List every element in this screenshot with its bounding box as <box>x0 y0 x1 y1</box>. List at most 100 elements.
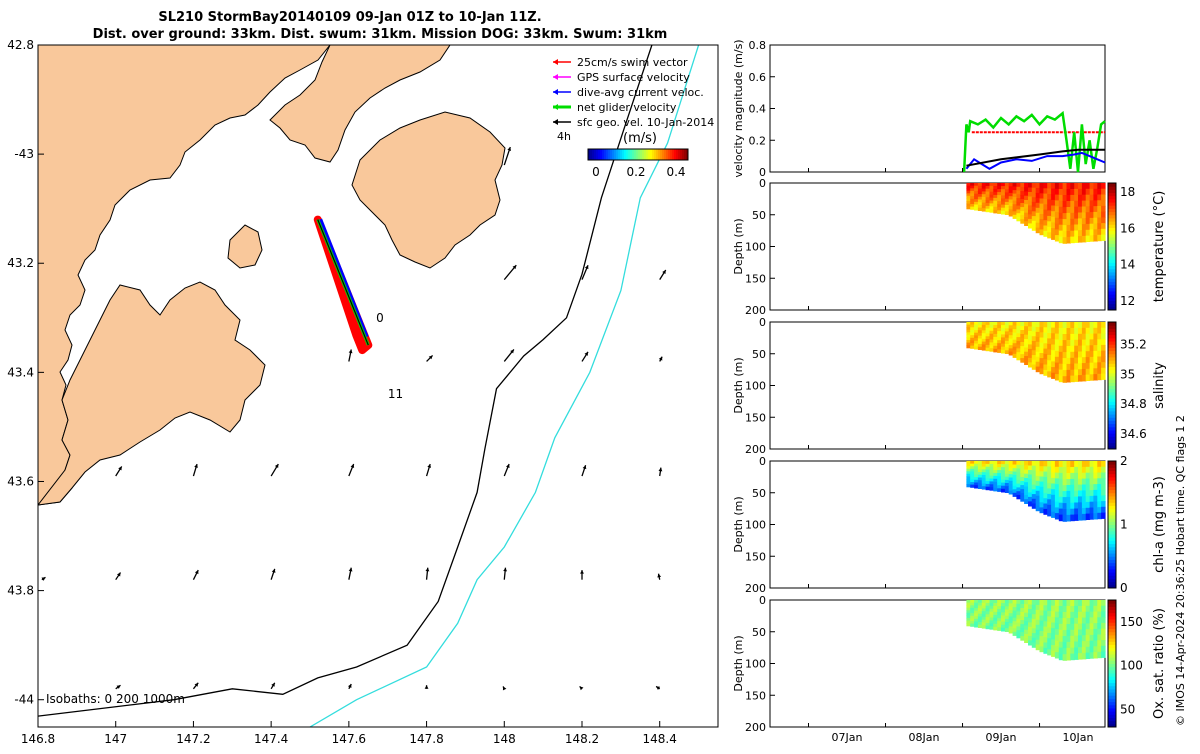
heatmap-cell <box>1058 357 1064 365</box>
depth-tick-label: 100 <box>745 519 766 532</box>
heatmap-cell <box>997 195 1002 199</box>
heatmap-cell <box>981 202 987 206</box>
heatmap-cell <box>1066 467 1071 474</box>
heatmap-cell <box>1039 615 1044 622</box>
heatmap-cell <box>1101 217 1106 224</box>
heatmap-cell <box>1028 326 1033 332</box>
heatmap-cell <box>966 345 971 349</box>
heatmap-cell <box>974 605 979 609</box>
sfc-vector-head <box>274 464 279 469</box>
heatmap-cell <box>1024 499 1029 504</box>
heatmap-cell <box>1012 329 1018 334</box>
heatmap-cell <box>997 603 1002 607</box>
heatmap-cell <box>1047 210 1052 217</box>
heatmap-cell <box>1043 327 1048 334</box>
heatmap-cell <box>1047 226 1052 233</box>
heatmap-cell <box>974 343 979 347</box>
heatmap-cell <box>1101 617 1106 624</box>
heatmap-cell <box>1016 611 1021 616</box>
map-axis-ticks: 146.8 147 147.2 147.4 147.6 147.8 148 148.2 148.… <box>7 38 677 746</box>
heatmap-cell <box>1043 183 1048 189</box>
heatmap-cell <box>966 473 971 477</box>
heatmap-cell <box>1054 501 1060 508</box>
heatmap-cell <box>1078 188 1083 196</box>
heatmap-cell <box>1101 611 1106 618</box>
heatmap-colorbar-cell <box>1108 581 1116 586</box>
heatmap-cell <box>1012 193 1018 198</box>
heatmap-cell <box>1016 464 1021 470</box>
heatmap-cell <box>1101 489 1106 496</box>
heatmap-cell <box>985 330 991 335</box>
heatmap-cell <box>1028 626 1033 632</box>
heatmap-colorbar-cell <box>1108 294 1116 298</box>
sfc-vector-head <box>347 684 352 689</box>
heatmap-cell <box>1101 512 1106 519</box>
heatmap-cell <box>1020 187 1025 192</box>
heatmap-cell <box>970 327 975 331</box>
heatmap-cell <box>997 328 1002 332</box>
heatmap-cell <box>1101 339 1106 346</box>
heatmap-cell <box>1047 643 1052 650</box>
heatmap-cell <box>1066 629 1071 637</box>
heatmap-colorbar-cell <box>1108 341 1116 345</box>
heatmap-cell <box>970 618 975 622</box>
velocity-ylabel: velocity magnitude (m/s) <box>732 39 745 177</box>
heatmap-cell <box>966 610 971 614</box>
colorbar-cell <box>604 149 607 160</box>
heatmap-cell <box>997 482 1002 486</box>
heatmap-cell <box>1012 197 1018 202</box>
heatmap-cell <box>1047 482 1052 489</box>
heatmap-cell <box>1074 363 1079 370</box>
heatmap-cell <box>1035 490 1041 497</box>
heatmap-cell <box>977 600 983 604</box>
heatmap-cell <box>1016 325 1021 331</box>
heatmap-cell <box>1074 327 1079 335</box>
heatmap-cell <box>1085 501 1091 509</box>
heatmap-cell <box>974 479 979 484</box>
heatmap-cell <box>1001 615 1006 620</box>
heatmap-cell <box>1062 648 1068 655</box>
heatmap-cell <box>1074 212 1079 220</box>
heatmap-cell <box>1001 346 1006 351</box>
heatmap-cell <box>1004 211 1010 215</box>
heatmap-colorbar-cell <box>1108 521 1116 525</box>
heatmap-colorbar-cell <box>1108 711 1116 715</box>
heatmap-cell <box>1078 218 1083 225</box>
heatmap-cell <box>1043 487 1048 494</box>
heatmap-cell <box>974 482 979 486</box>
heatmap-cell <box>1031 503 1037 509</box>
heatmap-cell <box>989 623 994 627</box>
heatmap-cell <box>1051 466 1056 473</box>
heatmap-cell <box>1039 502 1044 509</box>
heatmap-cell <box>1089 333 1095 340</box>
heatmap-cell <box>997 204 1002 208</box>
sfc-vector-head <box>507 147 511 151</box>
heatmap-cell <box>1031 187 1037 193</box>
heatmap-cell <box>966 322 971 326</box>
heatmap-cell <box>1024 204 1029 209</box>
heatmap-cell <box>1054 605 1060 613</box>
heatmap-cell <box>1058 635 1064 643</box>
heatmap-cell <box>1031 216 1037 222</box>
heatmap-cell <box>1028 635 1033 641</box>
heatmap-cell <box>1020 334 1025 339</box>
heatmap-cell <box>985 617 991 621</box>
heatmap-cell <box>1008 189 1014 194</box>
heatmap-cell <box>1062 207 1068 214</box>
heatmap-cell <box>1031 637 1037 644</box>
heatmap-cell <box>974 322 979 326</box>
heatmap-cell <box>993 197 998 202</box>
heatmap-colorbar-cell <box>1108 350 1116 355</box>
heatmap-cell <box>1097 605 1102 613</box>
heatmap-cell <box>1043 508 1048 515</box>
heatmap-cell <box>1001 198 1006 203</box>
date-tick-label: 08Jan <box>909 731 940 744</box>
heatmap-colorbar-tick-label: 34.6 <box>1120 427 1147 441</box>
heatmap-cell <box>989 602 994 607</box>
heatmap-cell <box>1047 600 1052 607</box>
heatmap-cell <box>1081 484 1087 491</box>
heatmap-cell <box>974 613 979 617</box>
heatmap-cell <box>997 467 1002 471</box>
heatmap-colorbar-cell <box>1108 657 1116 661</box>
map-x-tick-label: 148.2 <box>565 732 599 746</box>
